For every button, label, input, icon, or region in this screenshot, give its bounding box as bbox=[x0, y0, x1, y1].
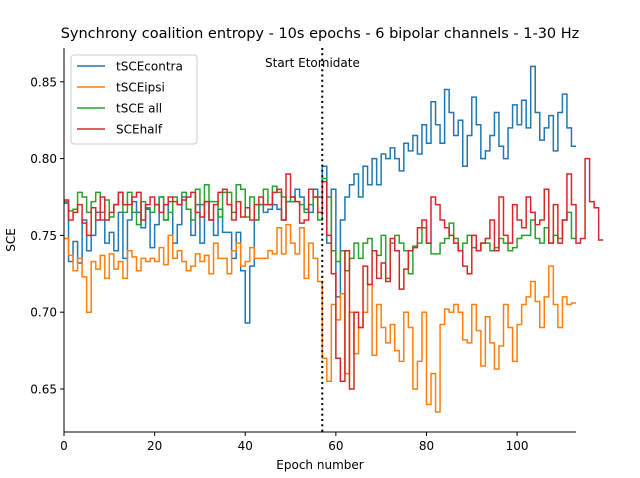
annotation-label: Start Etomidate bbox=[265, 56, 360, 70]
y-tick-label: 0.85 bbox=[30, 75, 57, 89]
y-ticks: 0.65 0.70 0.75 0.80 0.85 bbox=[30, 75, 64, 396]
x-axis-label: Epoch number bbox=[276, 458, 363, 472]
y-axis-label: SCE bbox=[4, 228, 18, 252]
y-tick-label: 0.80 bbox=[30, 152, 57, 166]
x-ticks: 0 20 40 60 80 100 bbox=[60, 432, 529, 453]
x-tick-label: 60 bbox=[328, 439, 343, 453]
legend-label: tSCEcontra bbox=[116, 60, 183, 74]
legend-label: tSCEipsi bbox=[116, 81, 165, 95]
x-tick-label: 20 bbox=[147, 439, 162, 453]
x-tick-label: 80 bbox=[419, 439, 434, 453]
y-tick-label: 0.65 bbox=[30, 382, 57, 396]
legend-frame bbox=[70, 54, 198, 145]
series-line-tsceipsi bbox=[64, 223, 576, 413]
x-tick-label: 100 bbox=[506, 439, 529, 453]
legend-label: SCEhalf bbox=[116, 123, 163, 137]
y-tick-label: 0.70 bbox=[30, 306, 57, 320]
y-tick-label: 0.75 bbox=[30, 229, 57, 243]
x-tick-label: 0 bbox=[60, 439, 68, 453]
series-line-tsce-all bbox=[64, 177, 576, 280]
legend: tSCEcontra tSCEipsi tSCE all SCEhalf bbox=[70, 54, 198, 145]
chart-title: Synchrony coalition entropy - 10s epochs… bbox=[61, 26, 580, 42]
legend-label: tSCE all bbox=[116, 102, 162, 116]
series-line-scehalf bbox=[64, 157, 604, 390]
x-tick-label: 40 bbox=[238, 439, 253, 453]
